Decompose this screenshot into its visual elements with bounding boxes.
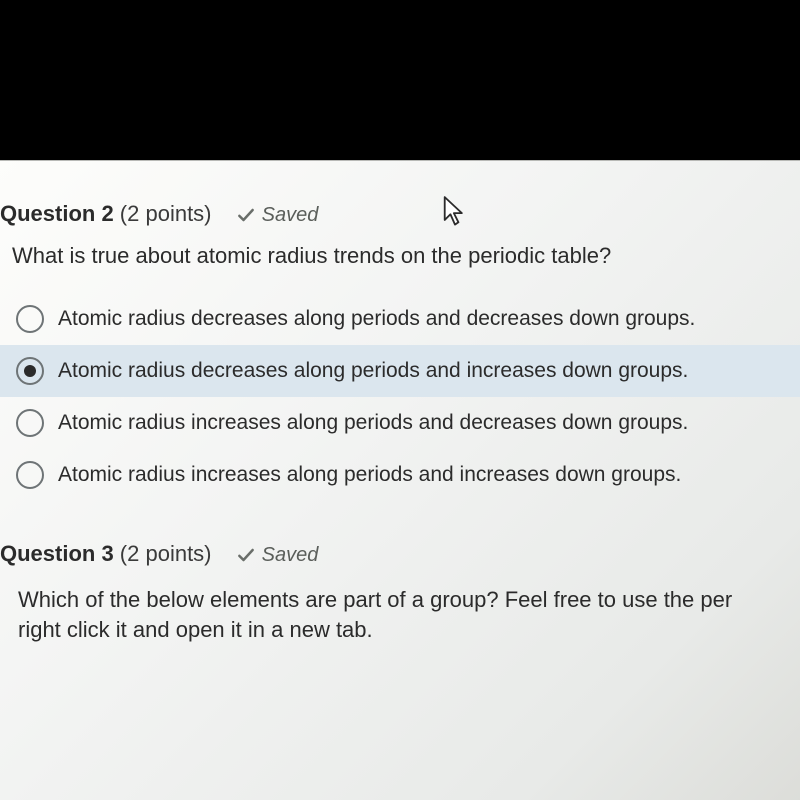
question-2-option-1[interactable]: Atomic radius decreases along periods an…: [0, 293, 800, 345]
quiz-panel: Question 2 (2 points) Saved What is true…: [0, 160, 800, 800]
question-2-header: Question 2 (2 points) Saved: [0, 201, 800, 237]
question-3-text: Which of the below elements are part of …: [0, 577, 796, 644]
option-label: Atomic radius decreases along periods an…: [58, 307, 695, 331]
question-2-saved-badge: Saved: [236, 204, 319, 227]
radio-icon: [16, 409, 44, 437]
screen: Question 2 (2 points) Saved What is true…: [0, 0, 800, 800]
question-2-option-2[interactable]: Atomic radius decreases along periods an…: [0, 345, 800, 397]
question-3-header: Question 3 (2 points) Saved: [0, 541, 796, 577]
question-3-block: Question 3 (2 points) Saved Which of the…: [0, 527, 800, 644]
saved-label: Saved: [262, 204, 319, 227]
question-2-option-4[interactable]: Atomic radius increases along periods an…: [0, 449, 800, 501]
question-3-text-line1: Which of the below elements are part of …: [18, 587, 732, 612]
option-label: Atomic radius increases along periods an…: [58, 463, 681, 487]
question-2-points: (2 points): [114, 201, 212, 226]
option-label: Atomic radius decreases along periods an…: [58, 359, 688, 383]
question-2-number: Question 2: [0, 201, 114, 226]
question-3-points: (2 points): [114, 541, 212, 566]
option-label: Atomic radius increases along periods an…: [58, 411, 688, 435]
radio-icon: [16, 305, 44, 333]
saved-label: Saved: [262, 544, 319, 567]
check-icon: [236, 205, 256, 225]
question-3-number: Question 3: [0, 541, 114, 566]
radio-icon: [16, 461, 44, 489]
check-icon: [236, 545, 256, 565]
question-2-option-3[interactable]: Atomic radius increases along periods an…: [0, 397, 800, 449]
question-3-text-line2: right click it and open it in a new tab.: [18, 617, 373, 642]
question-3-saved-badge: Saved: [236, 544, 319, 567]
question-2-text: What is true about atomic radius trends …: [0, 237, 800, 289]
question-2-options: Atomic radius decreases along periods an…: [0, 289, 800, 527]
radio-icon: [16, 357, 44, 385]
